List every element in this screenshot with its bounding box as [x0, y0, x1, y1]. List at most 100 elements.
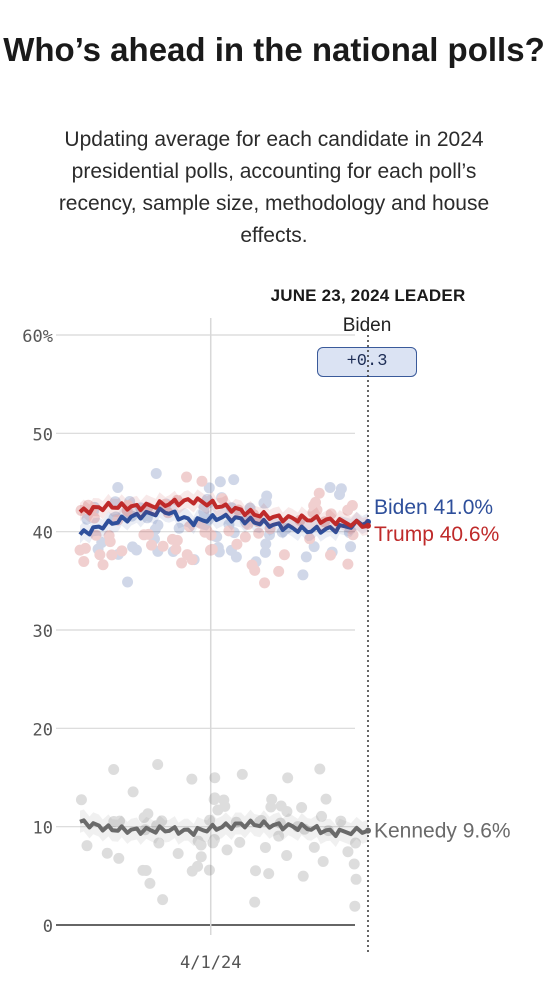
end-point: [365, 827, 371, 834]
poll-dot: [112, 548, 124, 560]
poll-dot: [116, 545, 128, 557]
y-tick-label: 10: [33, 819, 53, 839]
poll-dot: [198, 506, 210, 518]
poll-dot: [186, 773, 198, 785]
poll-dot: [113, 852, 125, 864]
poll-dot: [325, 508, 337, 520]
poll-dot: [219, 800, 231, 812]
poll-dot: [144, 877, 156, 889]
poll-dot: [104, 536, 116, 548]
poll-dot: [263, 529, 275, 541]
poll-dot: [211, 531, 223, 543]
poll-dot: [334, 489, 346, 501]
poll-dot: [300, 551, 312, 563]
poll-dot: [152, 758, 164, 770]
y-tick-label: 50: [33, 425, 53, 445]
poll-dot: [317, 855, 329, 867]
poll-dot: [209, 530, 221, 542]
poll-dot: [199, 526, 211, 538]
poll-dot: [140, 865, 152, 877]
poll-dot: [186, 554, 198, 566]
poll-dot: [259, 841, 271, 853]
poll-dot: [97, 559, 109, 571]
x-tick-label: 4/1/24: [180, 953, 241, 973]
poll-dot: [314, 763, 326, 775]
poll-dot: [278, 549, 290, 561]
poll-dot: [94, 549, 106, 561]
poll-dot: [81, 840, 93, 852]
poll-dot: [347, 529, 359, 541]
poll-dot: [230, 551, 242, 563]
poll-dot: [112, 481, 124, 493]
series-end-label: Kennedy 9.6%: [374, 820, 511, 843]
poll-dot: [137, 864, 149, 876]
poll-dot: [192, 860, 204, 872]
poll-dot: [228, 474, 240, 486]
poll-dot: [127, 786, 139, 798]
poll-dot: [216, 493, 228, 505]
poll-dot: [127, 541, 139, 553]
page-subtitle: Updating average for each candidate in 2…: [58, 128, 490, 247]
leader-name: Biden: [342, 315, 392, 336]
poll-dot: [259, 546, 271, 558]
poll-dot: [92, 543, 104, 555]
poll-dot: [296, 801, 308, 813]
poll-dot: [216, 492, 228, 504]
poll-dot: [310, 496, 322, 508]
average-line: [78, 496, 369, 529]
poll-dot: [297, 569, 309, 581]
poll-dot: [201, 525, 213, 537]
poll-dot: [250, 556, 262, 568]
poll-dot: [297, 870, 309, 882]
y-tick-label: 60%: [22, 327, 53, 347]
leader-margin-badge: +0.3: [317, 347, 417, 377]
poll-dot: [142, 808, 154, 820]
poll-dot: [173, 522, 185, 534]
poll-dot: [249, 896, 261, 908]
poll-dot: [308, 541, 320, 553]
average-line: [79, 818, 369, 838]
series-end-label: Trump 40.6%: [374, 523, 499, 546]
poll-dot: [208, 834, 220, 846]
poll-dot: [349, 900, 361, 912]
y-tick-label: 20: [33, 720, 53, 740]
poll-dot: [204, 544, 216, 556]
poll-dot: [236, 768, 248, 780]
poll-dot: [214, 476, 226, 488]
series-end-label: Biden 41.0%: [374, 496, 493, 519]
poll-dot: [324, 481, 336, 493]
y-tick-label: 0: [43, 917, 53, 937]
poll-dot: [122, 576, 134, 588]
poll-dot: [150, 467, 162, 479]
confidence-band: [80, 489, 368, 536]
poll-dot: [152, 545, 164, 557]
poll-dot: [320, 793, 332, 805]
poll-dot: [326, 546, 338, 558]
poll-dot: [146, 539, 158, 551]
poll-dot: [148, 533, 160, 545]
poll-dot: [273, 565, 285, 577]
poll-dot: [275, 800, 287, 812]
poll-dot: [188, 554, 200, 566]
poll-dot: [342, 846, 354, 858]
poll-dot: [265, 801, 277, 813]
poll-dot: [263, 868, 275, 880]
poll-dot: [335, 483, 347, 495]
poll-dot: [153, 837, 165, 849]
poll-dot: [212, 541, 224, 553]
y-tick-label: 30: [33, 622, 53, 642]
y-tick-label: 40: [33, 524, 53, 544]
poll-dot: [78, 555, 90, 567]
poll-dot: [96, 537, 108, 549]
poll-dot: [101, 847, 113, 859]
poll-dot: [138, 811, 150, 823]
poll-dot: [260, 538, 272, 550]
poll-dot: [108, 764, 120, 776]
average-line: [78, 506, 369, 537]
poll-dot: [308, 500, 320, 512]
poll-dot: [79, 542, 91, 554]
poll-dot: [234, 836, 246, 848]
poll-dot: [282, 772, 294, 784]
poll-dot: [350, 873, 362, 885]
poll-dot: [311, 504, 323, 516]
